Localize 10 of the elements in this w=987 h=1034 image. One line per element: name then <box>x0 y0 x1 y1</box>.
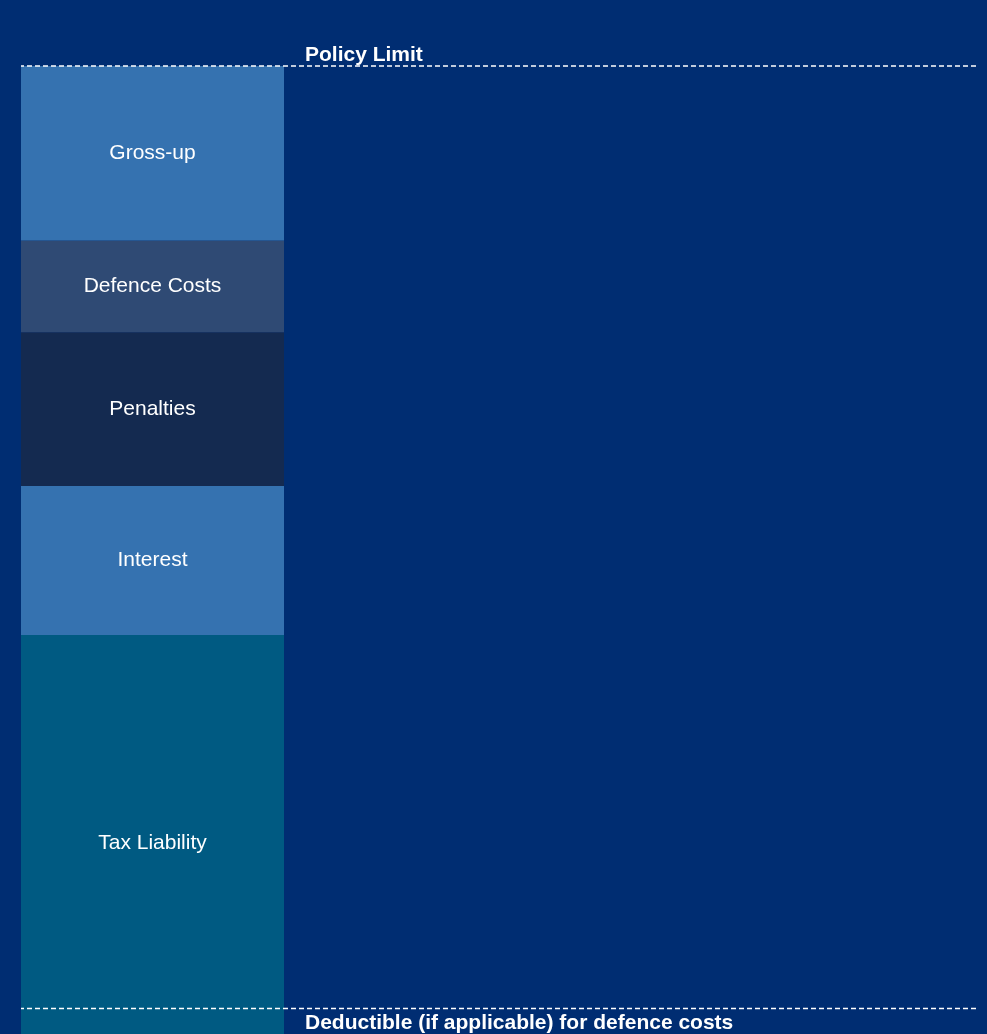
bar <box>21 66 284 241</box>
bar <box>21 240 284 333</box>
ref-line-label: Policy Limit <box>305 42 423 65</box>
series-label: Tax Liability <box>98 830 208 854</box>
series-label: Penalties <box>109 396 196 420</box>
ref-line-label: Deductible (if applicable) for defence costs <box>305 1009 734 1033</box>
bar <box>21 332 284 487</box>
series-label: Defence Costs <box>83 273 222 297</box>
series-label: Interest <box>117 547 188 571</box>
series-label: Gross-up <box>109 140 196 164</box>
